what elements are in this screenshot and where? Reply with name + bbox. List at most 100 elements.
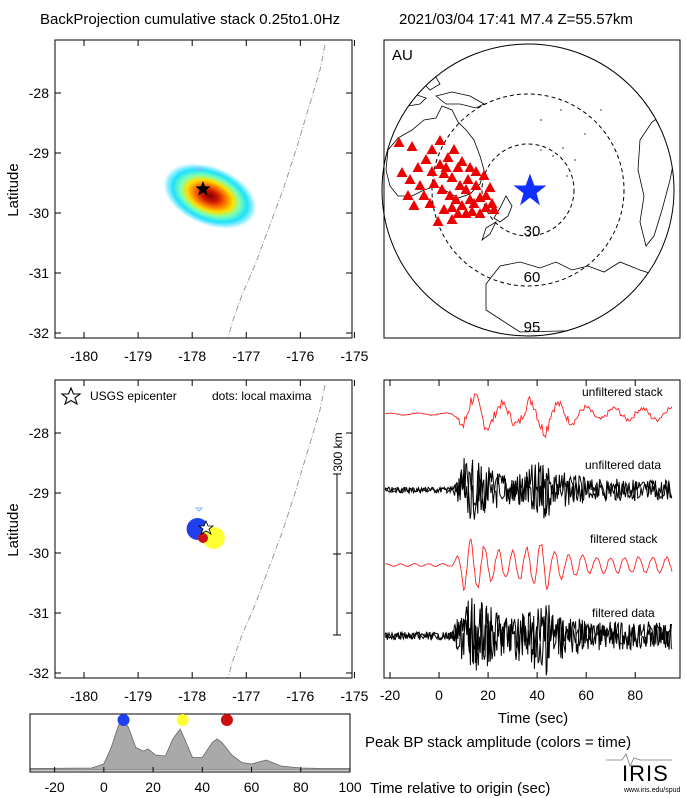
globe-epicenter-star-icon — [513, 173, 547, 206]
bottom-map-xtick-label: -180 — [70, 688, 98, 704]
station-triangle-icon — [434, 135, 446, 145]
bottom-map-ytick-label: -28 — [29, 425, 49, 441]
globe-ring-label-60: 60 — [524, 269, 541, 286]
station-triangle-icon — [448, 144, 460, 154]
trace-label-filtered-data: filtered data — [592, 606, 655, 620]
top-map-xtick-label: -178 — [178, 348, 206, 364]
station-triangle-icon — [418, 190, 430, 200]
trace-filtered-stack — [385, 538, 673, 592]
globe-outline — [381, 43, 675, 337]
top-map-xtick-label: -180 — [70, 348, 98, 364]
trace-unfiltered-data-overlay — [384, 465, 672, 515]
top-map-ytick-label: -28 — [29, 85, 49, 101]
traces-xtick-label: 80 — [627, 687, 643, 703]
station-triangle-icon — [428, 178, 440, 188]
trace-label-filtered-stack: filtered stack — [590, 532, 658, 546]
top-map-xtick-label: -177 — [232, 348, 260, 364]
trace-label-unfiltered-stack: unfiltered stack — [582, 385, 664, 399]
globe-ring-label-30: 30 — [524, 223, 541, 240]
traces-xtick-label: 0 — [435, 687, 443, 703]
traces-panel: unfiltered stack unfiltered data filtere… — [380, 379, 681, 727]
top-map-epicenter-star-icon — [195, 181, 211, 196]
station-triangle-icon — [460, 184, 472, 194]
traces-xtick-label: 20 — [480, 687, 496, 703]
iris-logo: IRIS www.iris.edu/spud — [606, 753, 681, 794]
station-triangle-icon — [406, 141, 418, 151]
station-triangle-icon — [464, 162, 476, 172]
left-title: BackProjection cumulative stack 0.25to1.… — [40, 11, 340, 28]
bottom-map-maximum-dot — [198, 533, 208, 543]
globe-south-america-coast — [637, 113, 674, 247]
amplitude-time-marker — [220, 714, 233, 726]
trace-unfiltered-stack — [384, 393, 673, 439]
amplitude-caption: Peak BP stack amplitude (colors = time) — [365, 734, 631, 751]
station-triangle-icon — [404, 174, 416, 184]
trace-label-unfiltered-data: unfiltered data — [585, 458, 661, 472]
amplitude-frame — [29, 713, 351, 773]
top-map-ytick-label: -32 — [29, 325, 49, 341]
bottom-map-panel: USGS epicenter dots: local maxima 300 km… — [5, 379, 369, 704]
legend-epicenter-label: USGS epicenter — [90, 389, 177, 403]
top-map-frame — [54, 39, 353, 339]
top-map-xtick-label: -175 — [340, 348, 368, 364]
station-triangle-icon — [446, 172, 458, 182]
top-map-trench — [227, 44, 326, 338]
station-triangle-icon — [480, 190, 492, 200]
station-triangle-icon — [456, 156, 468, 166]
station-triangle-icon — [426, 144, 438, 154]
top-map-heat-blob — [162, 162, 258, 230]
bottom-map-ylabel: Latitude — [5, 503, 22, 556]
bottom-map-ytick-label: -32 — [29, 665, 49, 681]
bottom-map-ytick-label: -31 — [29, 605, 49, 621]
right-title: 2021/03/04 17:41 M7.4 Z=55.57km — [399, 11, 633, 28]
amplitude-area — [29, 719, 351, 771]
amplitude-xtick-label: 20 — [145, 779, 161, 795]
trace-unfiltered-data — [384, 458, 673, 520]
iris-logo-wave-icon — [606, 753, 672, 768]
amplitude-xtick-label: 0 — [100, 779, 108, 795]
iris-logo-text: IRIS — [622, 761, 669, 786]
station-triangle-icon — [438, 204, 450, 214]
station-triangle-icon — [470, 166, 482, 176]
station-triangle-icon — [470, 180, 482, 190]
station-triangle-icon — [442, 152, 454, 162]
bottom-map-ytick-label: -29 — [29, 485, 49, 501]
station-triangle-icon — [478, 170, 490, 180]
traces-frame — [383, 379, 681, 679]
iris-logo-url: www.iris.edu/spud — [623, 787, 681, 794]
top-map-ytick-label: -31 — [29, 265, 49, 281]
station-triangle-icon — [436, 184, 448, 194]
top-map-xtick-label: -179 — [124, 348, 152, 364]
amplitude-panel: -20 0 20 40 60 80 100 Peak BP stack amplitude … — [29, 713, 631, 797]
amplitude-xtick-label: 60 — [244, 779, 260, 795]
bottom-map-xtick-label: -179 — [124, 688, 152, 704]
station-triangle-icon — [474, 208, 486, 218]
bottom-map-xtick-label: -175 — [340, 688, 368, 704]
top-map-ytick-label: -29 — [29, 145, 49, 161]
station-triangle-icon — [426, 166, 438, 176]
station-triangle-icon — [452, 162, 464, 172]
station-triangle-icon — [396, 167, 408, 177]
trace-filtered-data-overlay — [384, 603, 672, 666]
station-triangle-icon — [466, 206, 478, 216]
station-triangle-icon — [438, 168, 450, 178]
globe-network-label: AU — [392, 47, 413, 64]
amplitude-time-marker — [176, 714, 189, 726]
station-triangle-icon — [454, 180, 466, 190]
station-triangle-icon — [393, 137, 405, 147]
globe-frame — [383, 39, 681, 339]
top-map-panel: -28 -29 -30 -31 -32 -180 -179 -178 -177 -176 -175… — [5, 39, 369, 364]
bottom-map-epicenter-star-icon — [197, 519, 215, 535]
station-triangle-icon — [432, 216, 444, 226]
top-map-ylabel: Latitude — [5, 163, 22, 216]
scale-bar-label: 300 km — [331, 432, 345, 471]
globe-nz-coast — [481, 195, 513, 242]
bottom-map-small-mark — [194, 507, 204, 512]
traces-xtick-label: 60 — [578, 687, 594, 703]
station-triangle-icon — [446, 202, 458, 212]
station-triangle-icon — [460, 208, 472, 218]
bottom-map-xtick-label: -176 — [286, 688, 314, 704]
legend-star-icon — [60, 386, 82, 406]
amplitude-time-marker — [117, 714, 130, 726]
